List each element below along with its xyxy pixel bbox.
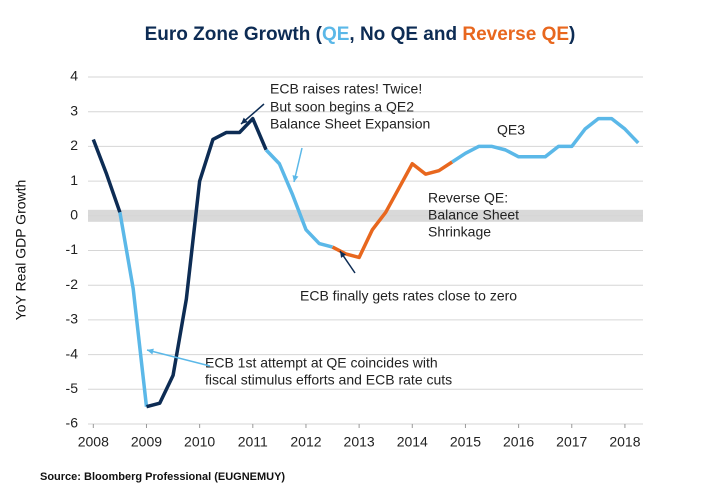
y-tick-label: 4 bbox=[70, 68, 78, 84]
y-tick-label: -1 bbox=[66, 241, 79, 257]
x-tick-label: 2018 bbox=[609, 434, 640, 450]
x-tick-label: 2014 bbox=[397, 434, 428, 450]
title-part: Euro Zone Growth ( bbox=[145, 24, 323, 45]
annotation-text: QE3 bbox=[497, 122, 525, 138]
series-line bbox=[264, 148, 333, 249]
x-tick-label: 2017 bbox=[556, 434, 587, 450]
arrow-head bbox=[340, 251, 347, 258]
annotation-arrow bbox=[146, 349, 211, 367]
x-tick-label: 2009 bbox=[131, 434, 162, 450]
x-tick-label: 2012 bbox=[290, 434, 321, 450]
series-line bbox=[146, 116, 268, 409]
x-tick-label: 2011 bbox=[238, 434, 268, 450]
y-tick-label: -6 bbox=[66, 415, 79, 431]
arrow-head bbox=[241, 117, 248, 124]
y-tick-label: -4 bbox=[66, 345, 79, 361]
annotation-text: Reverse QE: bbox=[428, 190, 508, 206]
annotation-text: Balance Sheet Expansion bbox=[270, 116, 430, 132]
y-tick-label: -5 bbox=[66, 380, 79, 396]
annotation-text: But soon begins a QE2 bbox=[270, 99, 414, 115]
title-part: Reverse QE bbox=[462, 24, 569, 45]
y-tick-label: -3 bbox=[66, 311, 79, 327]
annotation-text: fiscal stimulus efforts and ECB rate cut… bbox=[205, 372, 452, 388]
title-part: , No QE and bbox=[349, 24, 462, 45]
x-tick-label: 2016 bbox=[503, 434, 534, 450]
y-tick-label: -2 bbox=[66, 276, 79, 292]
source-note: Source: Bloomberg Professional (EUGNEMUY… bbox=[40, 471, 285, 483]
arrow-head bbox=[292, 175, 299, 182]
annotation-text: ECB finally gets rates close to zero bbox=[300, 288, 517, 304]
x-tick-label: 2010 bbox=[184, 434, 215, 450]
x-tick-label: 2008 bbox=[78, 434, 109, 450]
y-axis-label: YoY Real GDP Growth bbox=[13, 180, 29, 321]
series-line bbox=[91, 138, 122, 213]
series-line bbox=[451, 116, 640, 164]
series-line bbox=[331, 160, 454, 260]
series-line bbox=[118, 212, 149, 407]
annotation-text: Shrinkage bbox=[428, 224, 491, 240]
annotation-text: ECB 1st attempt at QE coincides with bbox=[205, 355, 438, 371]
arrow-head bbox=[147, 348, 154, 355]
y-tick-label: 2 bbox=[70, 137, 78, 153]
x-tick-label: 2013 bbox=[344, 434, 375, 450]
y-tick-label: 1 bbox=[70, 172, 78, 188]
y-tick-label: 3 bbox=[70, 102, 78, 118]
annotation-text: ECB raises rates! Twice! bbox=[270, 81, 422, 97]
title-part: ) bbox=[569, 24, 575, 45]
title-part: QE bbox=[322, 24, 349, 45]
chart-title: Euro Zone Growth (QE, No QE and Reverse … bbox=[145, 24, 576, 45]
annotation-text: Balance Sheet bbox=[428, 207, 519, 223]
x-tick-label: 2015 bbox=[450, 434, 481, 450]
y-tick-label: 0 bbox=[70, 207, 78, 223]
